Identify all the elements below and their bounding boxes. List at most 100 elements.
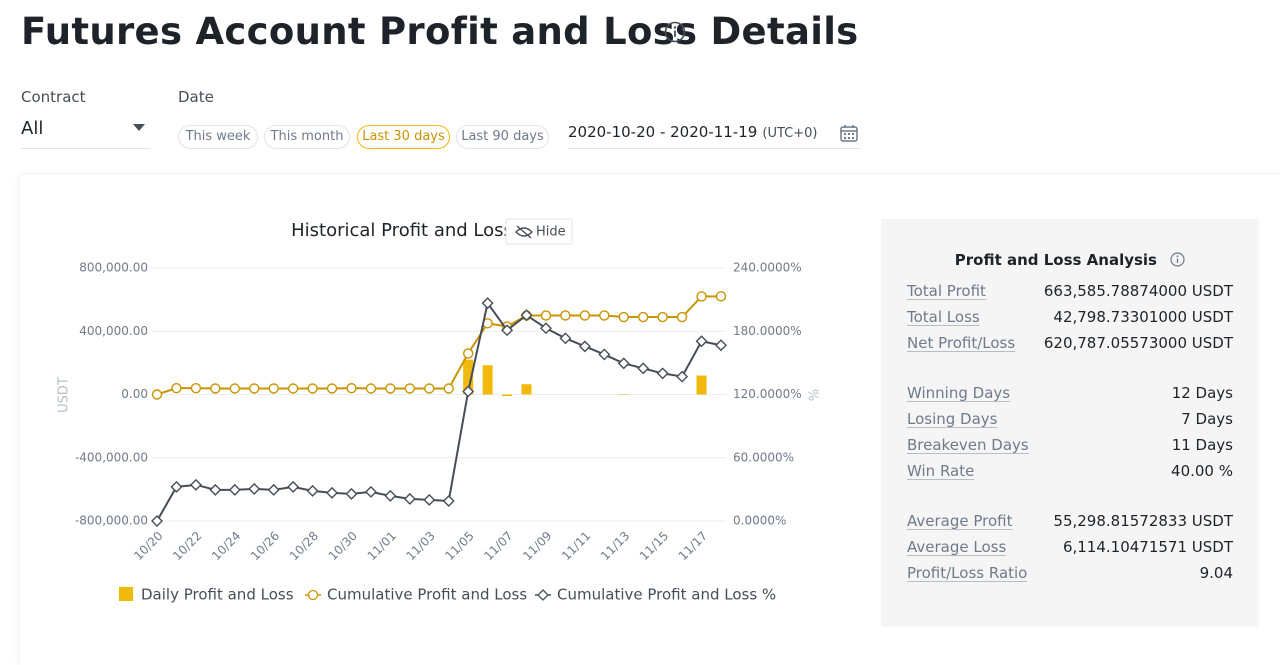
marker	[347, 384, 356, 393]
info-icon[interactable]	[1170, 252, 1185, 267]
marker	[211, 384, 220, 393]
analysis-value: 663,585.78874000 USDT	[1044, 282, 1233, 300]
marker	[191, 480, 201, 490]
x-tick-label: 11/05	[442, 529, 476, 563]
y-tick-label: -400,000.00	[75, 450, 148, 464]
marker	[230, 384, 239, 393]
marker	[405, 384, 414, 393]
analysis-label[interactable]: Net Profit/Loss	[907, 334, 1015, 352]
marker	[444, 384, 453, 393]
x-tick-label: 11/13	[598, 529, 632, 563]
marker	[678, 313, 687, 322]
x-tick-label: 10/28	[287, 529, 321, 563]
line	[157, 303, 721, 521]
analysis-label[interactable]: Losing Days	[907, 410, 997, 428]
marker	[346, 489, 356, 499]
chart-title: Historical Profit and Loss	[291, 220, 513, 241]
analysis-label[interactable]: Win Rate	[907, 462, 974, 480]
marker	[697, 336, 707, 346]
marker	[230, 485, 240, 495]
x-tick-label: 10/20	[131, 529, 165, 563]
marker	[638, 363, 648, 373]
marker	[385, 491, 395, 501]
analysis-panel: Profit and Loss Analysis Total Profit 663…	[881, 219, 1259, 627]
analysis-value: 40.00 %	[1171, 462, 1233, 480]
marker	[444, 496, 454, 506]
analysis-value: 55,298.81572833 USDT	[1053, 512, 1233, 530]
y2-tick-label: 120.0000%	[733, 387, 802, 401]
y2-tick-label: 240.0000%	[733, 261, 802, 275]
marker	[210, 485, 220, 495]
x-tick-label: 11/09	[520, 529, 554, 563]
analysis-label[interactable]: Total Loss	[907, 308, 980, 326]
marker	[152, 516, 162, 526]
marker	[561, 311, 570, 320]
marker	[386, 384, 395, 393]
y-tick-label: -800,000.00	[75, 514, 148, 528]
x-tick-label: 10/30	[326, 529, 360, 563]
legend-marker	[309, 591, 318, 600]
x-tick-label: 11/07	[481, 529, 515, 563]
analysis-label[interactable]: Breakeven Days	[907, 436, 1029, 454]
analysis-value: 7 Days	[1181, 410, 1233, 428]
marker	[658, 368, 668, 378]
marker	[289, 384, 298, 393]
marker	[250, 384, 259, 393]
marker	[405, 494, 415, 504]
analysis-label[interactable]: Winning Days	[907, 384, 1010, 402]
y-tick-label: 800,000.00	[79, 261, 148, 275]
marker	[580, 341, 590, 351]
bar	[483, 365, 493, 394]
marker	[191, 384, 200, 393]
x-tick-label: 10/26	[248, 529, 282, 563]
analysis-value: 620,787.05573000 USDT	[1044, 334, 1233, 352]
legend-label: Cumulative Profit and Loss	[327, 586, 527, 604]
hide-button-label: Hide	[536, 225, 566, 240]
legend-label: Daily Profit and Loss	[141, 586, 294, 604]
analysis-value: 11 Days	[1172, 436, 1233, 454]
x-tick-label: 11/11	[559, 529, 593, 563]
x-tick-label: 10/22	[170, 529, 204, 563]
marker	[658, 313, 667, 322]
marker	[269, 485, 279, 495]
analysis-label[interactable]: Average Loss	[907, 538, 1006, 556]
marker	[716, 340, 726, 350]
analysis-label[interactable]: Profit/Loss Ratio	[907, 564, 1027, 582]
marker	[308, 486, 318, 496]
bar	[697, 376, 707, 395]
marker	[697, 292, 706, 301]
marker	[249, 484, 259, 494]
marker	[677, 372, 687, 382]
analysis-title-text: Profit and Loss Analysis	[955, 251, 1157, 269]
marker	[717, 292, 726, 301]
legend-label: Cumulative Profit and Loss %	[557, 586, 776, 604]
marker	[541, 311, 550, 320]
analysis-value: 12 Days	[1172, 384, 1233, 402]
marker	[153, 390, 162, 399]
line	[157, 296, 721, 394]
marker	[171, 482, 181, 492]
marker	[619, 358, 629, 368]
x-tick-label: 11/03	[404, 529, 438, 563]
marker	[328, 384, 337, 393]
marker	[366, 384, 375, 393]
y-tick-label: 0.00	[121, 387, 148, 401]
analysis-label[interactable]: Average Profit	[907, 512, 1013, 530]
marker	[560, 333, 570, 343]
legend-marker	[538, 590, 548, 600]
y2-tick-label: 60.0000%	[733, 450, 794, 464]
marker	[619, 313, 628, 322]
x-tick-label: 11/01	[365, 529, 399, 563]
marker	[424, 495, 434, 505]
y2-tick-label: 180.0000%	[733, 324, 802, 338]
marker	[288, 482, 298, 492]
x-tick-label: 11/17	[676, 529, 710, 563]
analysis-label[interactable]: Total Profit	[907, 282, 986, 300]
analysis-title: Profit and Loss Analysis	[881, 251, 1259, 269]
marker	[600, 311, 609, 320]
marker	[580, 311, 589, 320]
y-axis-label: USDT	[57, 377, 72, 413]
marker	[172, 384, 181, 393]
hide-button[interactable]: Hide	[506, 219, 572, 244]
marker	[366, 487, 376, 497]
